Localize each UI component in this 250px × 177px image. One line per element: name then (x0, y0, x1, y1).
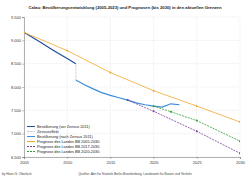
tick-mark (240, 157, 241, 159)
series-marker (196, 130, 198, 132)
title: Calau: Bevölkerungsentwicklung (2005-202… (29, 5, 222, 10)
grid-line (24, 63, 240, 64)
tick-label: 2005 (20, 160, 30, 165)
tick-mark (22, 64, 24, 65)
tick: 7.000 (11, 131, 24, 136)
tick: 2010 (63, 157, 73, 165)
axis-line (25, 158, 241, 160)
legend-swatch (27, 131, 35, 132)
tick-label: 9.000 (11, 38, 22, 43)
legend: Bevölkerung (vor Zensus 2011)Zensuseffek… (27, 125, 99, 154)
grid-line (153, 17, 154, 157)
tick-mark (22, 157, 24, 158)
tick-mark (110, 157, 111, 159)
legend-label: Bevölkerung (vor Zensus 2011) (37, 125, 90, 129)
legend-swatch (27, 146, 35, 147)
tick-mark (22, 134, 24, 135)
legend-label: Bevölkerung (nach Zensus 2011) (37, 135, 93, 139)
legend-label: Prognose des Landes BB 2020-2030 (37, 150, 99, 154)
grid-line (24, 17, 240, 18)
grid-line (240, 17, 241, 157)
legend-label: Prognose des Landes BB 2005-2030 (37, 140, 99, 144)
tick-label: 9.500 (11, 15, 22, 20)
series-marker (196, 105, 198, 107)
tick-mark (22, 110, 24, 111)
tick: 2015 (106, 157, 116, 165)
x-axis: 2005 2010 2015 2020 2025 2030 (20, 157, 246, 165)
series-line (154, 106, 240, 141)
grid-line (110, 17, 111, 157)
series-line (128, 100, 240, 153)
tick-label: 8.500 (11, 61, 22, 66)
tick: 8.500 (11, 61, 24, 66)
tick-mark (22, 87, 24, 88)
series-marker (109, 72, 111, 74)
series-marker (153, 90, 155, 92)
series-marker (239, 121, 240, 123)
series-marker (196, 120, 198, 122)
series-marker (153, 105, 155, 107)
series-marker (153, 110, 155, 112)
tick: 7.500 (11, 108, 24, 113)
tick-mark (22, 17, 24, 18)
tick-label: 7.500 (11, 108, 22, 113)
series-line (76, 80, 180, 107)
tick: 9.500 (11, 15, 24, 20)
tick-label: 2025 (193, 160, 203, 165)
series-marker (239, 152, 240, 154)
series-marker (24, 31, 25, 33)
grid-line (24, 87, 240, 88)
tick-mark (154, 157, 155, 159)
axis-line (22, 18, 25, 158)
tick: 2005 (20, 157, 30, 165)
tick-mark (197, 157, 198, 159)
series-line (24, 32, 240, 122)
legend-swatch (27, 126, 35, 127)
legend-label: Zensuseffekt (37, 130, 60, 134)
legend-swatch (27, 141, 35, 142)
series-marker (170, 111, 172, 113)
tick: 2030 (236, 157, 246, 165)
grid-line (24, 40, 240, 41)
legend-swatch (27, 151, 35, 152)
tick-label: 2010 (63, 160, 73, 165)
tick-mark (22, 40, 24, 41)
grid (24, 17, 240, 157)
tick-label: 8.000 (11, 85, 22, 90)
tick: 2020 (150, 157, 160, 165)
tick-mark (67, 157, 68, 159)
tick-mark (24, 157, 25, 159)
grid-line (196, 17, 197, 157)
legend-swatch (27, 136, 35, 137)
y-axis: 6.5007.0007.5008.0008.5009.0009.500 (11, 15, 25, 160)
tick-label: 2020 (150, 160, 160, 165)
tick-label: 2015 (106, 160, 116, 165)
tick: 2025 (193, 157, 203, 165)
series-marker (239, 140, 240, 142)
source: Quellen: Amt für Statistik Berlin-Brande… (78, 172, 193, 176)
chart: Calau: Bevölkerungsentwicklung (2005-202… (0, 0, 250, 177)
tick-label: 7.000 (11, 131, 22, 136)
series-marker (66, 50, 68, 52)
plot-area (24, 31, 240, 154)
tick: 8.000 (11, 85, 24, 90)
series-line (24, 32, 76, 63)
legend-label: Prognose des Landes BB 2017-2030 (37, 145, 99, 149)
series-line (75, 64, 76, 80)
series-marker (127, 99, 129, 101)
tick: 9.000 (11, 38, 24, 43)
credit: by Hans G. Oberlack (2, 172, 32, 176)
tick-label: 2030 (236, 160, 246, 165)
